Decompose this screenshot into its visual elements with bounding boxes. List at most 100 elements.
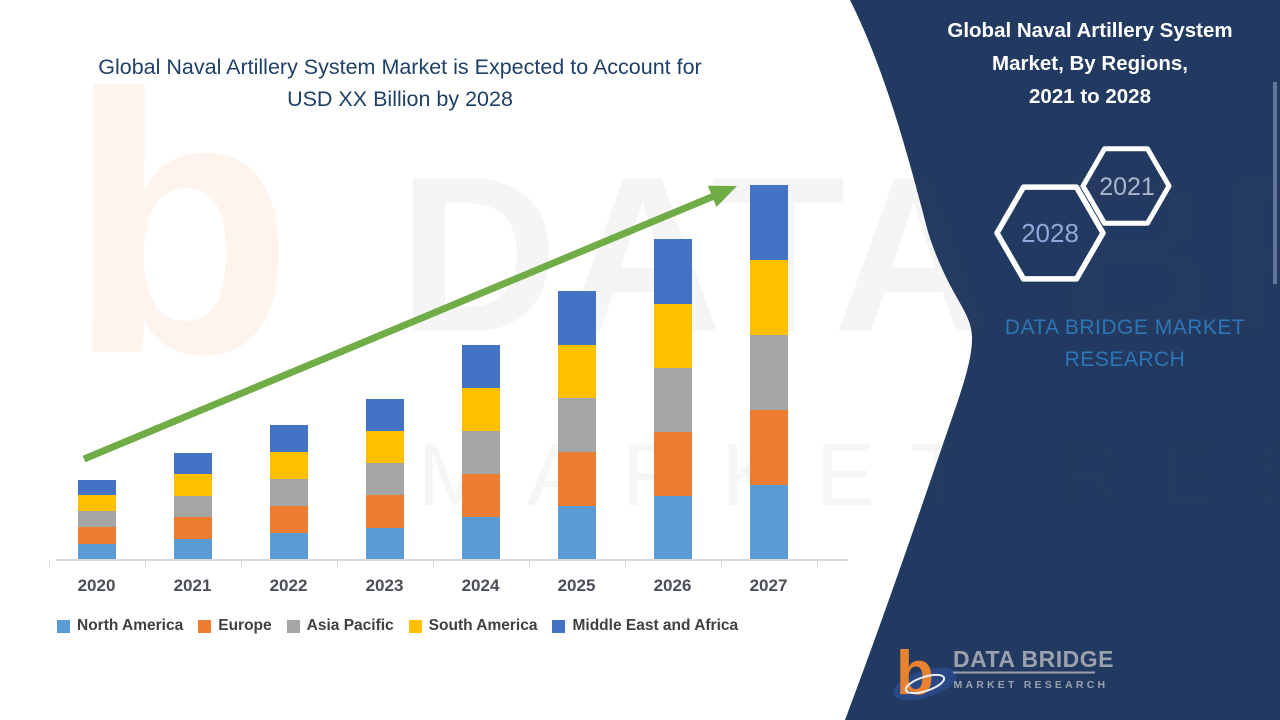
legend-label: South America [428, 617, 538, 634]
x-axis-label-2021: 2021 [173, 576, 212, 595]
watermark-large-text: DATA BRIDGE [398, 131, 1280, 379]
x-axis-tick [240, 560, 242, 567]
side-panel-title-line1: Global Naval Artillery System [947, 19, 1233, 42]
segment-europe [269, 506, 308, 533]
segment-europe [77, 527, 116, 544]
x-axis-label-2025: 2025 [557, 576, 596, 595]
legend-swatch-icon [57, 619, 70, 633]
logo-b-icon: b [896, 639, 934, 708]
side-panel-title-line3: 2021 to 2028 [1029, 85, 1151, 109]
bar-2025 [557, 291, 596, 560]
x-axis-tick [48, 560, 50, 567]
segment-europe [365, 495, 404, 528]
legend-item-asia-pacific: Asia Pacific [286, 617, 394, 635]
x-axis-line [56, 559, 848, 561]
segment-middle-east-and-africa [269, 425, 308, 452]
x-axis-label-2024: 2024 [461, 576, 500, 595]
segment-south-america [749, 260, 788, 335]
x-axis-tick [432, 560, 434, 567]
segment-south-america [77, 495, 116, 511]
segment-europe [749, 410, 788, 485]
segment-asia-pacific [77, 511, 116, 527]
legend-swatch-icon [286, 619, 300, 633]
segment-south-america [653, 304, 692, 368]
hexagon-2021 [1080, 146, 1172, 226]
brand-wordmark-line1: DATA BRIDGE MARKET [1004, 316, 1246, 339]
segment-north-america [77, 544, 116, 560]
legend-swatch-icon [408, 619, 422, 633]
legend-label: North America [77, 617, 184, 634]
segment-north-america [749, 485, 788, 560]
hexagon-2021-label: 2021 [1099, 173, 1155, 201]
bar-2020 [77, 480, 116, 560]
legend-item-south-america: South America [408, 617, 538, 635]
segment-middle-east-and-africa [461, 345, 500, 388]
x-axis-label-2023: 2023 [365, 576, 404, 595]
segment-asia-pacific [269, 479, 308, 506]
x-axis-tick [624, 560, 626, 567]
right-edge-accent [1273, 82, 1277, 284]
logo-mark: b [893, 639, 957, 708]
hexagon-2028-label: 2028 [1021, 218, 1079, 248]
segment-europe [557, 452, 596, 506]
x-axis-label-2027: 2027 [749, 576, 788, 595]
segment-south-america [365, 431, 404, 463]
x-axis-tick [144, 560, 146, 567]
legend-swatch-icon [552, 619, 566, 633]
bar-2022 [269, 425, 308, 560]
x-axis-label-2020: 2020 [77, 576, 116, 595]
x-axis-label-2022: 2022 [269, 576, 308, 595]
trend-arrow-shaft [82, 192, 716, 463]
legend-label: Asia Pacific [306, 617, 394, 634]
brand-wordmark: DATA BRIDGE MARKET RESEARCH [964, 312, 1280, 376]
segment-europe [653, 432, 692, 496]
logo-name-text: DATA BRIDGE [953, 646, 1114, 672]
x-axis-tick [816, 560, 818, 567]
bar-2026 [653, 239, 692, 560]
segment-middle-east-and-africa [749, 185, 788, 260]
legend-item-europe: Europe [198, 617, 272, 635]
trend-arrow-head [707, 185, 737, 207]
segment-asia-pacific [557, 398, 596, 452]
logo-tagline-text: MARKET RESEARCH [954, 679, 1109, 691]
segment-north-america [173, 539, 212, 560]
segment-north-america [269, 533, 308, 560]
segment-north-america [653, 496, 692, 560]
segment-asia-pacific [365, 463, 404, 495]
segment-south-america [173, 474, 212, 496]
x-axis-tick [528, 560, 530, 567]
bar-2024 [461, 345, 500, 560]
segment-middle-east-and-africa [557, 291, 596, 345]
chart-title-line2: USD XX Billion by 2028 [287, 86, 513, 111]
bar-2023 [365, 399, 404, 560]
hexagon-2028 [994, 184, 1106, 282]
bar-2021 [173, 453, 212, 560]
legend-item-north-america: North America [57, 617, 183, 635]
segment-middle-east-and-africa [365, 399, 404, 431]
side-panel-title: Global Naval Artillery System Market, By… [900, 14, 1280, 114]
legend-label: Middle East and Africa [572, 617, 739, 634]
legend-swatch-icon [198, 619, 212, 633]
x-axis-tick [336, 560, 338, 567]
segment-asia-pacific [749, 335, 788, 410]
chart-title-line1: Global Naval Artillery System Market is … [98, 55, 702, 79]
segment-south-america [557, 345, 596, 398]
x-axis-tick [720, 560, 722, 567]
segment-asia-pacific [173, 496, 212, 517]
side-panel-shape [845, 0, 1280, 720]
logo-swirl-inner-icon [904, 673, 946, 695]
segment-asia-pacific [653, 368, 692, 432]
legend-item-middle-east-and-africa: Middle East and Africa [552, 617, 738, 635]
watermark-b-letter: b [68, 18, 295, 431]
bar-2027 [749, 185, 788, 560]
chart-title: Global Naval Artillery System Market is … [40, 52, 760, 116]
legend-label: Europe [218, 617, 272, 634]
logo-underline [953, 671, 1095, 674]
chart-legend: North America Europe Asia Pacific South Ame… [57, 617, 738, 635]
segment-middle-east-and-africa [653, 239, 692, 304]
